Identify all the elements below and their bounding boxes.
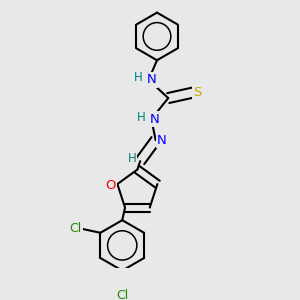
Text: H: H [128, 152, 136, 165]
Text: H: H [136, 111, 145, 124]
Text: O: O [105, 179, 116, 192]
Text: S: S [194, 86, 202, 99]
Text: Cl: Cl [116, 289, 128, 300]
Text: Cl: Cl [69, 222, 81, 235]
Text: H: H [134, 71, 142, 84]
Text: N: N [157, 134, 166, 147]
Text: N: N [147, 74, 157, 86]
Text: N: N [149, 112, 159, 126]
